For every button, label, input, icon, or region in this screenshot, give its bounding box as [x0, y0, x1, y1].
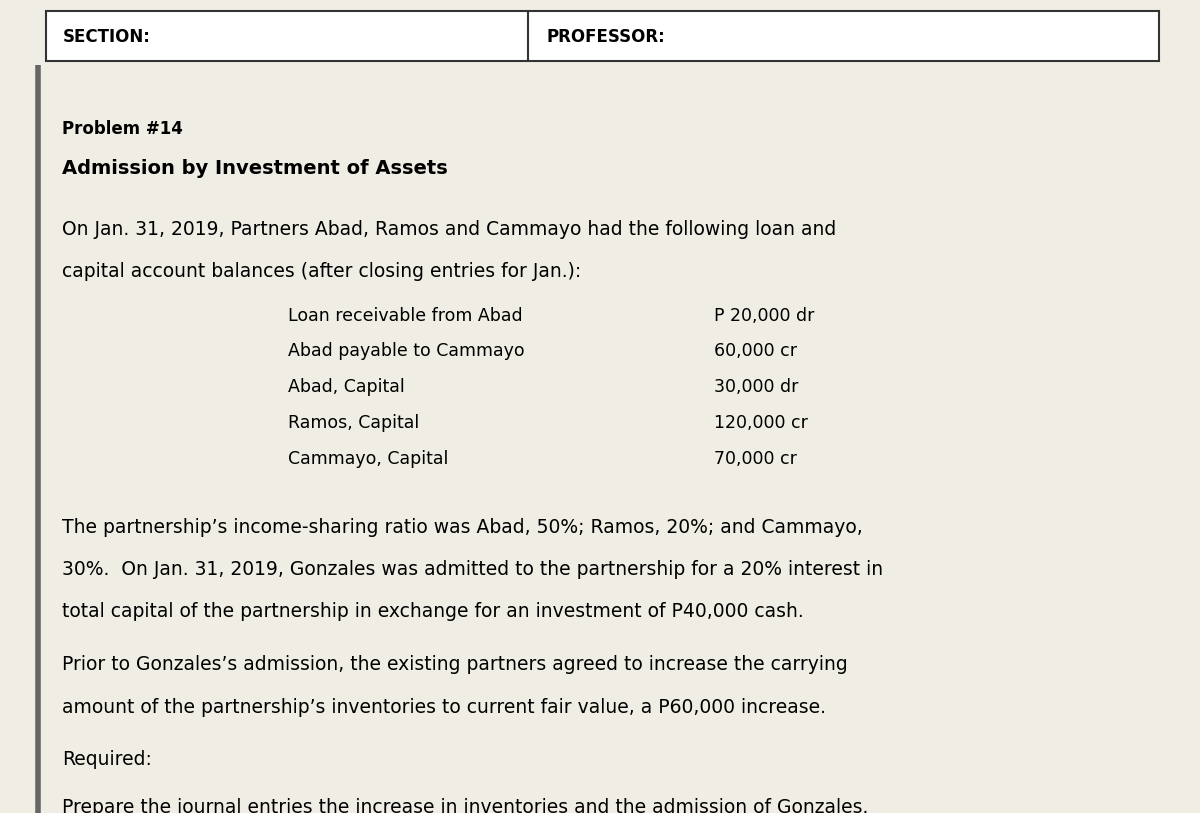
Text: 30%.  On Jan. 31, 2019, Gonzales was admitted to the partnership for a 20% inter: 30%. On Jan. 31, 2019, Gonzales was admi… [62, 560, 883, 579]
Text: Prepare the journal entries the increase in inventories and the admission of Gon: Prepare the journal entries the increase… [62, 798, 869, 813]
Text: Ramos, Capital: Ramos, Capital [288, 414, 419, 432]
Text: Abad payable to Cammayo: Abad payable to Cammayo [288, 342, 524, 360]
Text: The partnership’s income-sharing ratio was Abad, 50%; Ramos, 20%; and Cammayo,: The partnership’s income-sharing ratio w… [62, 518, 863, 537]
Text: Required:: Required: [62, 750, 152, 769]
Text: 70,000 cr: 70,000 cr [714, 450, 797, 467]
Text: SECTION:: SECTION: [62, 28, 150, 46]
Text: Prior to Gonzales’s admission, the existing partners agreed to increase the carr: Prior to Gonzales’s admission, the exist… [62, 655, 848, 674]
Text: 120,000 cr: 120,000 cr [714, 414, 808, 432]
Text: 30,000 dr: 30,000 dr [714, 378, 798, 396]
Text: PROFESSOR:: PROFESSOR: [546, 28, 665, 46]
Text: On Jan. 31, 2019, Partners Abad, Ramos and Cammayo had the following loan and: On Jan. 31, 2019, Partners Abad, Ramos a… [62, 220, 836, 238]
Text: Abad, Capital: Abad, Capital [288, 378, 404, 396]
Text: Loan receivable from Abad: Loan receivable from Abad [288, 307, 523, 324]
Text: amount of the partnership’s inventories to current fair value, a P60,000 increas: amount of the partnership’s inventories … [62, 698, 827, 716]
Text: P 20,000 dr: P 20,000 dr [714, 307, 815, 324]
Text: total capital of the partnership in exchange for an investment of P40,000 cash.: total capital of the partnership in exch… [62, 602, 804, 621]
Bar [46, 11, 1159, 61]
Text: 60,000 cr: 60,000 cr [714, 342, 797, 360]
Text: Admission by Investment of Assets: Admission by Investment of Assets [62, 159, 448, 177]
Text: Problem #14: Problem #14 [62, 120, 184, 137]
Text: capital account balances (after closing entries for Jan.):: capital account balances (after closing … [62, 262, 582, 280]
Text: Cammayo, Capital: Cammayo, Capital [288, 450, 449, 467]
